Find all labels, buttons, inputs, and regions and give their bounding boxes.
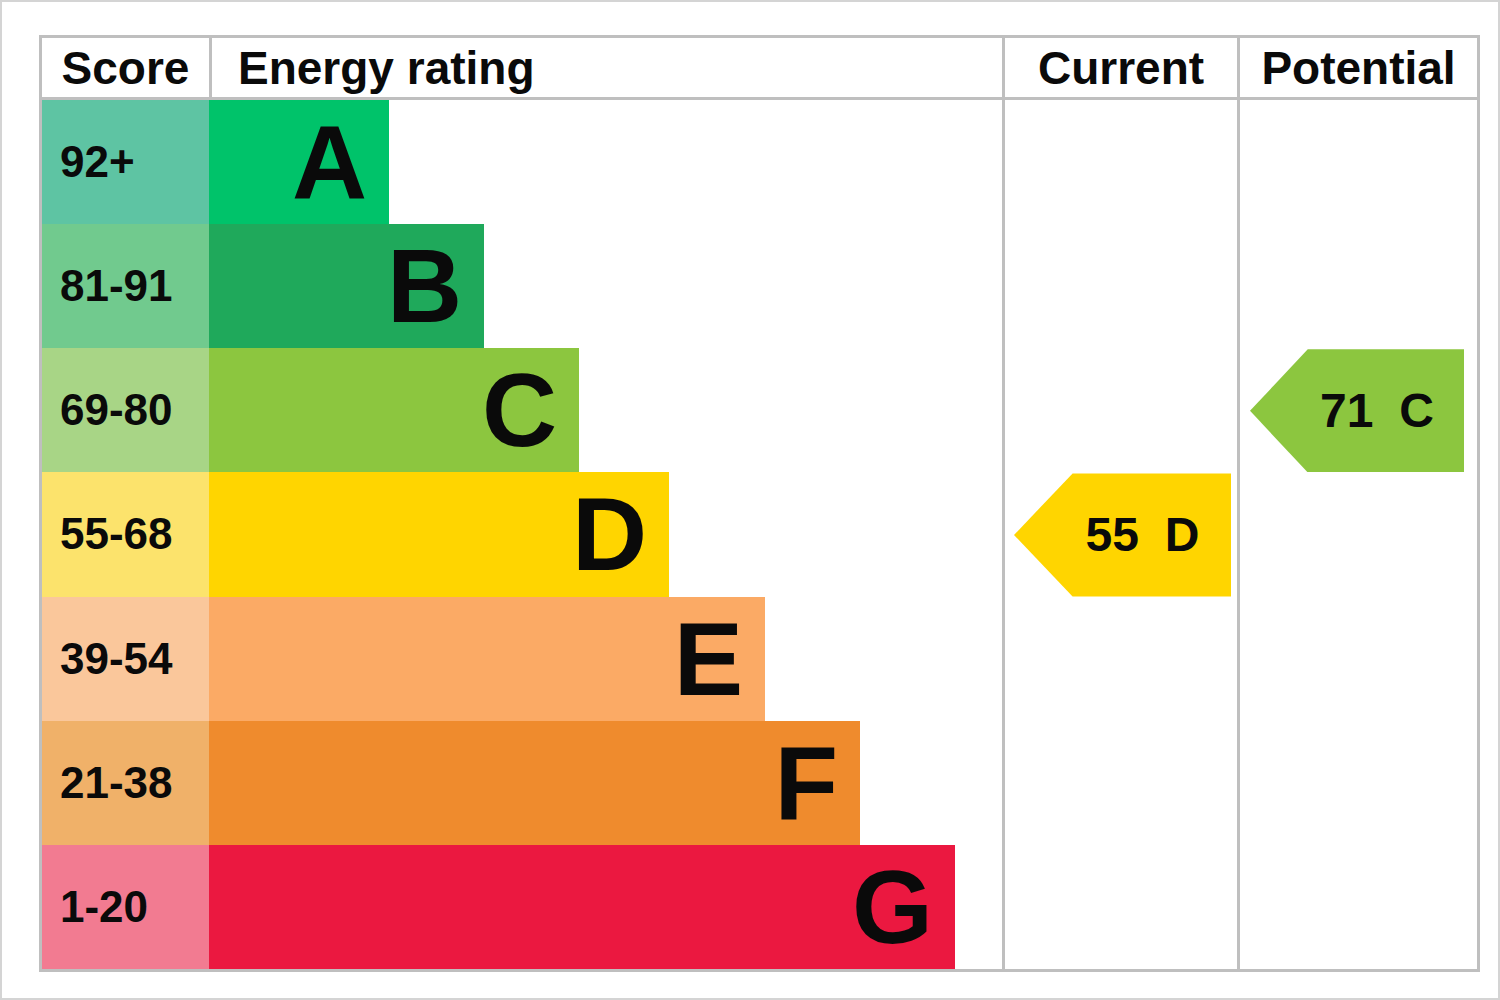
energy-band-bar: D [209, 472, 669, 596]
band-letter: B [387, 234, 462, 338]
rating-band-row: 92+ A [42, 100, 1477, 224]
divider-potential-column [1237, 38, 1240, 969]
energy-band-bar: F [209, 721, 860, 845]
rating-band-row: 1-20 G [42, 845, 1477, 969]
score-range-cell: 69-80 [42, 348, 209, 472]
current-rating-value: 55 [1085, 507, 1138, 562]
band-letter: A [292, 110, 367, 214]
rating-band-row: 55-68 D [42, 472, 1477, 596]
score-range-cell: 1-20 [42, 845, 209, 969]
divider-current-column [1002, 38, 1005, 969]
band-rows: 92+ A 81-91 B 69-80 C 55-68 D 39-54 E 21… [42, 100, 1477, 969]
rating-band-row: 39-54 E [42, 597, 1477, 721]
epc-rating-chart: Score Energy rating Current Potential 92… [0, 0, 1500, 1000]
energy-band-bar: E [209, 597, 765, 721]
energy-band-bar: B [209, 224, 484, 348]
score-range-cell: 39-54 [42, 597, 209, 721]
score-range-cell: 81-91 [42, 224, 209, 348]
header-row: Score Energy rating Current Potential [42, 38, 1477, 100]
header-current: Current [1005, 38, 1237, 97]
band-letter: C [482, 358, 557, 462]
energy-band-bar: A [209, 100, 389, 224]
score-range-cell: 21-38 [42, 721, 209, 845]
potential-rating-value: 71 [1320, 383, 1373, 438]
potential-rating-letter: C [1399, 383, 1434, 438]
energy-band-bar: C [209, 348, 579, 472]
energy-band-bar: G [209, 845, 955, 969]
rating-band-row: 81-91 B [42, 224, 1477, 348]
band-letter: F [774, 731, 838, 835]
band-letter: D [572, 482, 647, 586]
rating-band-row: 21-38 F [42, 721, 1477, 845]
score-range-cell: 55-68 [42, 472, 209, 596]
epc-table: Score Energy rating Current Potential 92… [39, 35, 1480, 972]
band-letter: G [852, 855, 933, 959]
band-letter: E [674, 607, 743, 711]
header-potential: Potential [1240, 38, 1477, 97]
header-score: Score [42, 38, 212, 97]
score-range-cell: 92+ [42, 100, 209, 224]
current-rating-letter: D [1165, 507, 1200, 562]
